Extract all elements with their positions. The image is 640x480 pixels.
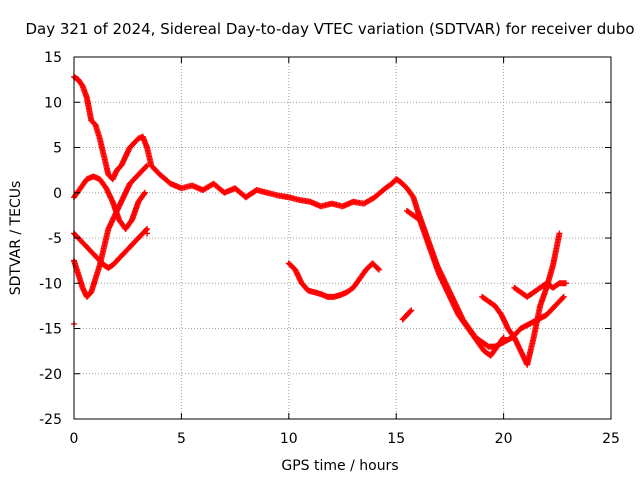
series-late-descent-trace — [403, 207, 507, 359]
series-late-recovery-trace — [479, 230, 563, 368]
series-layer — [71, 73, 569, 368]
data-point — [142, 227, 149, 234]
tick-layer: 0 5 10 15 20 25 -25 -20 -15 -10 -5 0 5 10 15 — [39, 50, 620, 447]
series-upper-main-trace — [71, 73, 567, 350]
x-tick-label: 25 — [602, 431, 620, 447]
chart-title: Day 321 of 2024, Sidereal Day-to-day VTE… — [25, 20, 634, 38]
y-tick-label: -25 — [39, 412, 62, 428]
x-tick-label: 10 — [280, 431, 298, 447]
data-point — [560, 293, 567, 300]
series-mid-arc-trace — [285, 260, 383, 300]
data-point — [142, 163, 149, 170]
y-tick-label: 0 — [53, 186, 62, 202]
data-point — [500, 334, 507, 341]
series-late-flat-trace — [511, 280, 569, 300]
series-early-mid-trace — [71, 173, 148, 232]
data-point — [376, 266, 383, 273]
x-tick-label: 0 — [70, 431, 79, 447]
y-tick-label: 5 — [53, 141, 62, 157]
data-point — [140, 191, 147, 198]
data-point — [374, 265, 381, 272]
data-point — [499, 335, 506, 342]
data-point — [141, 189, 148, 196]
y-tick-label: -5 — [48, 231, 62, 247]
y-tick-label: 10 — [44, 95, 62, 111]
series-early-low-trace-b — [71, 225, 151, 271]
y-tick-label: 15 — [44, 50, 62, 66]
x-tick-label: 15 — [387, 431, 405, 447]
data-point — [559, 294, 566, 301]
data-point — [562, 280, 569, 287]
y-tick-label: -20 — [39, 367, 62, 383]
y-tick-label: -15 — [39, 322, 62, 338]
series-short-segment-trace — [399, 307, 415, 323]
x-tick-label: 20 — [495, 431, 513, 447]
y-tick-label: -10 — [39, 276, 62, 292]
data-point — [556, 230, 563, 237]
x-axis-label: GPS time / hours — [281, 458, 398, 474]
x-tick-label: 5 — [177, 431, 186, 447]
data-point — [407, 308, 414, 315]
y-axis-label: SDTVAR / TECUs — [8, 181, 24, 296]
data-point — [408, 307, 415, 314]
data-point — [144, 230, 151, 237]
data-point — [144, 162, 151, 169]
grid-layer — [74, 57, 611, 419]
